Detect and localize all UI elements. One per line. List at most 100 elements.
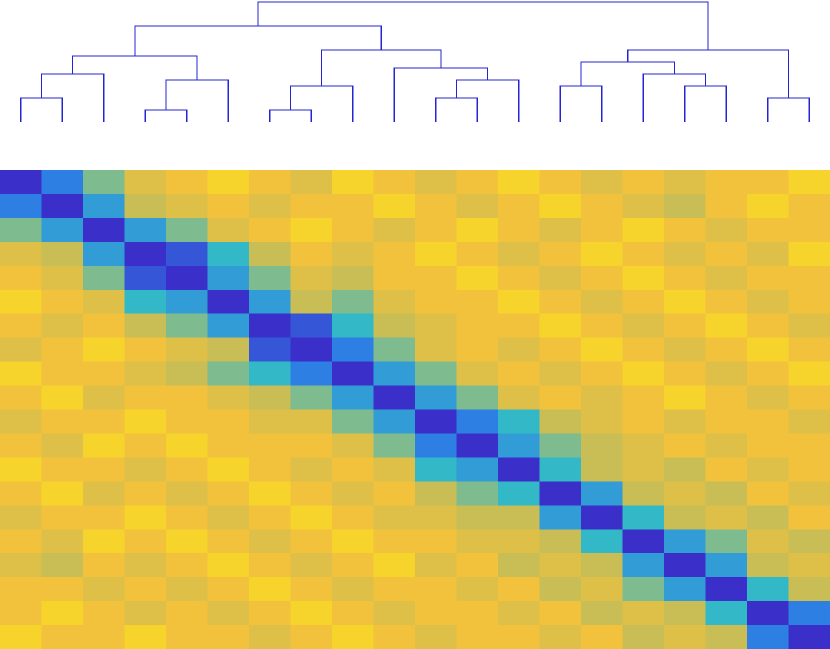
heatmap-cell	[83, 289, 125, 315]
heatmap-cell	[456, 289, 499, 315]
heatmap-cell	[788, 313, 830, 339]
heatmap-cell	[498, 193, 540, 219]
heatmap-cell	[622, 505, 665, 530]
heatmap-cell	[373, 170, 416, 195]
heatmap-cell	[0, 241, 42, 267]
heatmap-cell	[83, 457, 125, 482]
heatmap-cell	[622, 193, 665, 219]
heatmap-cell	[124, 577, 167, 602]
heatmap-cell	[664, 217, 706, 243]
heatmap-cell	[747, 337, 789, 363]
heatmap-cell	[581, 337, 623, 363]
heatmap-cell	[664, 170, 706, 195]
heatmap-cell	[207, 170, 250, 195]
heatmap-cell	[124, 433, 167, 458]
heatmap-cell	[166, 361, 208, 387]
heatmap-cell	[373, 265, 416, 291]
heatmap-cell	[705, 337, 748, 363]
heatmap-cell	[788, 577, 830, 602]
heatmap-cell	[207, 385, 250, 410]
heatmap-cell	[581, 385, 623, 410]
heatmap-cell	[622, 409, 665, 434]
heatmap-cell	[249, 505, 291, 530]
heatmap-cell	[498, 529, 540, 554]
heatmap-cell	[83, 433, 125, 458]
heatmap-cell	[664, 601, 706, 626]
heatmap-cell	[290, 409, 333, 434]
heatmap-cell	[83, 361, 125, 387]
heatmap-cell	[788, 505, 830, 530]
heatmap-cell	[373, 361, 416, 387]
heatmap-cell	[622, 601, 665, 626]
dendrogram-link	[144, 109, 188, 122]
heatmap-cell	[0, 409, 42, 434]
heatmap-cell	[539, 385, 582, 410]
heatmap-cell	[83, 337, 125, 363]
heatmap-cell	[332, 193, 374, 219]
heatmap-cell	[124, 409, 167, 434]
heatmap-cell	[747, 433, 789, 458]
heatmap-cell	[581, 409, 623, 434]
heatmap-cell	[332, 505, 374, 530]
heatmap-cell	[290, 265, 333, 291]
heatmap-cell	[41, 170, 84, 195]
heatmap-cell	[498, 409, 540, 434]
heatmap-cell	[705, 601, 748, 626]
heatmap-cell	[705, 241, 748, 267]
heatmap-cell	[539, 553, 582, 578]
heatmap-cell	[373, 337, 416, 363]
heatmap-cell	[747, 457, 789, 482]
heatmap-cell	[124, 193, 167, 219]
heatmap-cell	[0, 505, 42, 530]
heatmap-cell	[456, 385, 499, 410]
heatmap-cell	[207, 577, 250, 602]
heatmap-cell	[166, 385, 208, 410]
heatmap-cell	[124, 337, 167, 363]
heatmap-cell	[664, 625, 706, 649]
heatmap-cell	[373, 553, 416, 578]
heatmap-cell	[747, 265, 789, 291]
heatmap-cell	[539, 170, 582, 195]
heatmap-cell	[705, 481, 748, 506]
heatmap-cell	[705, 625, 748, 649]
heatmap-cell	[498, 601, 540, 626]
heatmap-cell	[705, 553, 748, 578]
heatmap-cell	[207, 409, 250, 434]
heatmap-cell	[124, 289, 167, 315]
dendrogram-link	[165, 79, 229, 122]
heatmap-cell	[332, 170, 374, 195]
heatmap-cell	[41, 625, 84, 649]
heatmap-cell	[83, 505, 125, 530]
heatmap-cell	[249, 337, 291, 363]
heatmap-cell	[622, 433, 665, 458]
heatmap-cell	[788, 409, 830, 434]
heatmap-cell	[622, 625, 665, 649]
heatmap-cell	[788, 193, 830, 219]
heatmap-cell	[581, 457, 623, 482]
dendrogram-link	[455, 79, 520, 122]
heatmap-cell	[581, 577, 623, 602]
dendrogram-link	[642, 73, 707, 122]
heatmap-cell	[0, 289, 42, 315]
heatmap-cell	[41, 481, 84, 506]
heatmap-cell	[456, 265, 499, 291]
heatmap-cell	[290, 313, 333, 339]
heatmap-cell	[664, 241, 706, 267]
heatmap-cell	[788, 601, 830, 626]
heatmap-cell	[249, 457, 291, 482]
heatmap-cell	[788, 457, 830, 482]
heatmap-cell	[581, 433, 623, 458]
heatmap-cell	[207, 601, 250, 626]
heatmap-cell	[622, 361, 665, 387]
heatmap-cell	[0, 337, 42, 363]
heatmap-cell	[207, 313, 250, 339]
heatmap-cell	[705, 505, 748, 530]
heatmap-cell	[207, 529, 250, 554]
heatmap-cell	[622, 577, 665, 602]
heatmap-cell	[373, 625, 416, 649]
heatmap-cell	[581, 170, 623, 195]
heatmap-cell	[41, 529, 84, 554]
heatmap-cell	[498, 553, 540, 578]
heatmap-cell	[41, 385, 84, 410]
